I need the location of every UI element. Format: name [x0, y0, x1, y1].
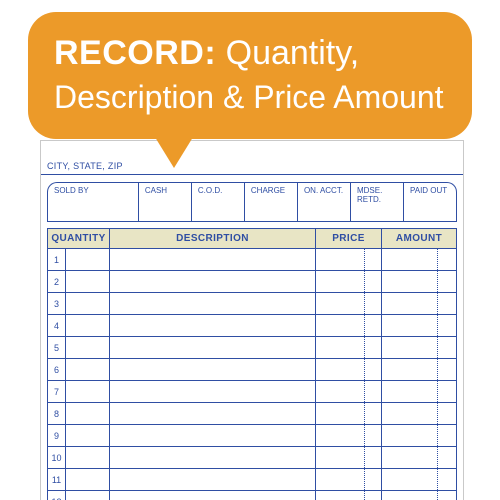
row-number: 12	[48, 491, 66, 500]
cell-desc	[110, 381, 316, 402]
cell-price	[316, 425, 382, 446]
soldbar-cell: PAID OUT	[404, 183, 456, 222]
address-label: CITY, STATE, ZIP	[47, 161, 123, 171]
callout-banner: RECORD: Quantity, Description & Price Am…	[28, 12, 472, 139]
table-row: 7	[48, 380, 456, 402]
cell-desc	[110, 359, 316, 380]
cell-qty	[66, 403, 110, 424]
cell-price	[316, 293, 382, 314]
cell-amount	[382, 403, 456, 424]
cell-amount	[382, 425, 456, 446]
cell-qty	[66, 447, 110, 468]
cell-price	[316, 359, 382, 380]
column-header: QUANTITY DESCRIPTION PRICE AMOUNT	[47, 228, 457, 248]
row-number: 1	[48, 249, 66, 270]
row-number: 3	[48, 293, 66, 314]
cell-qty	[66, 249, 110, 270]
cell-desc	[110, 447, 316, 468]
cell-qty	[66, 425, 110, 446]
callout-title-rest: Quantity,	[216, 34, 359, 72]
rows-grid: 12345678910111213	[47, 248, 457, 500]
row-number: 6	[48, 359, 66, 380]
col-price: PRICE	[316, 229, 382, 248]
cell-amount	[382, 491, 456, 500]
cell-desc	[110, 315, 316, 336]
cell-price	[316, 315, 382, 336]
cell-qty	[66, 315, 110, 336]
row-number: 11	[48, 469, 66, 490]
row-number: 5	[48, 337, 66, 358]
cell-amount	[382, 469, 456, 490]
cell-amount	[382, 447, 456, 468]
cell-qty	[66, 359, 110, 380]
callout-title-strong: RECORD:	[54, 34, 216, 72]
row-number: 10	[48, 447, 66, 468]
table-row: 6	[48, 358, 456, 380]
cell-qty	[66, 381, 110, 402]
cell-qty	[66, 271, 110, 292]
table-row: 5	[48, 336, 456, 358]
cell-amount	[382, 337, 456, 358]
soldbar-cell: CHARGE	[245, 183, 298, 222]
callout-line2: Description & Price Amount	[54, 77, 446, 117]
soldbar-cell: MDSE. RETD.	[351, 183, 404, 222]
cell-desc	[110, 469, 316, 490]
table-row: 10	[48, 446, 456, 468]
cell-desc	[110, 293, 316, 314]
col-amount: AMOUNT	[382, 229, 456, 248]
cell-desc	[110, 271, 316, 292]
cell-desc	[110, 337, 316, 358]
row-number: 4	[48, 315, 66, 336]
cell-price	[316, 271, 382, 292]
soldbar-cell: ON. ACCT.	[298, 183, 351, 222]
cell-desc	[110, 249, 316, 270]
cell-desc	[110, 491, 316, 500]
cell-qty	[66, 293, 110, 314]
cell-amount	[382, 293, 456, 314]
cell-amount	[382, 271, 456, 292]
cell-price	[316, 403, 382, 424]
cell-qty	[66, 491, 110, 500]
cell-price	[316, 491, 382, 500]
cell-amount	[382, 315, 456, 336]
table-row: 4	[48, 314, 456, 336]
cell-desc	[110, 403, 316, 424]
row-number: 2	[48, 271, 66, 292]
table-row: 11	[48, 468, 456, 490]
table-row: 2	[48, 270, 456, 292]
cell-qty	[66, 337, 110, 358]
row-number: 9	[48, 425, 66, 446]
cell-price	[316, 447, 382, 468]
table-row: 12	[48, 490, 456, 500]
soldbar-cell: SOLD BY	[48, 183, 139, 222]
row-number: 7	[48, 381, 66, 402]
col-desc: DESCRIPTION	[110, 229, 316, 248]
sales-form: CITY, STATE, ZIP SOLD BYCASHC.O.D.CHARGE…	[40, 140, 464, 500]
address-row: CITY, STATE, ZIP	[41, 141, 463, 175]
cell-price	[316, 249, 382, 270]
table-row: 8	[48, 402, 456, 424]
cell-price	[316, 337, 382, 358]
table-row: 9	[48, 424, 456, 446]
table-row: 1	[48, 248, 456, 270]
soldbar-cell: CASH	[139, 183, 192, 222]
cell-desc	[110, 425, 316, 446]
col-qty: QUANTITY	[48, 229, 110, 248]
cell-amount	[382, 249, 456, 270]
cell-qty	[66, 469, 110, 490]
cell-amount	[382, 359, 456, 380]
cell-price	[316, 381, 382, 402]
row-number: 8	[48, 403, 66, 424]
cell-price	[316, 469, 382, 490]
sold-by-bar: SOLD BYCASHC.O.D.CHARGEON. ACCT.MDSE. RE…	[47, 182, 457, 222]
table-row: 3	[48, 292, 456, 314]
soldbar-cell: C.O.D.	[192, 183, 245, 222]
cell-amount	[382, 381, 456, 402]
